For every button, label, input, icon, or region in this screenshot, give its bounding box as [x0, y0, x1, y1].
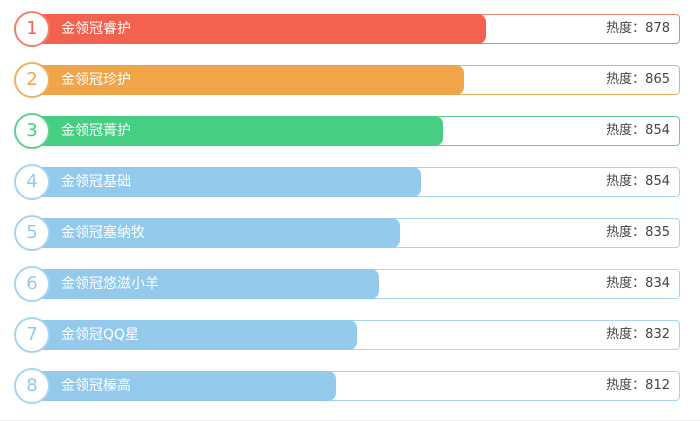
rank-row: 3 金领冠菁护 热度：854	[14, 113, 684, 151]
category-label: 金领冠悠滋小羊	[61, 276, 159, 292]
rank-badge: 1	[14, 11, 50, 47]
rank-row: 5 金领冠塞纳牧 热度：835	[14, 215, 684, 253]
heat-prefix: 热度：	[606, 378, 646, 393]
rank-badge: 3	[14, 113, 50, 149]
bar-fill	[32, 218, 400, 248]
bar-fill	[32, 371, 336, 401]
heat-value: 热度：832	[606, 317, 670, 353]
category-label: 金领冠QQ星	[61, 327, 140, 343]
category-label: 金领冠珍护	[61, 72, 131, 88]
category-label: 金领冠塞纳牧	[61, 225, 145, 241]
bar-fill	[32, 14, 486, 44]
category-label: 金领冠基础	[61, 174, 131, 190]
heat-number: 878	[645, 21, 670, 36]
rank-row: 6 金领冠悠滋小羊 热度：834	[14, 266, 684, 304]
rank-row: 4 金领冠基础 热度：854	[14, 164, 684, 202]
rank-badge: 4	[14, 164, 50, 200]
heat-number: 812	[645, 378, 670, 393]
heat-value: 热度：835	[606, 215, 670, 251]
bar-fill	[32, 269, 379, 299]
heat-number: 832	[645, 327, 670, 342]
heat-number: 854	[645, 123, 670, 138]
heat-number: 834	[645, 276, 670, 291]
bar-fill	[32, 116, 443, 146]
bar-fill	[32, 65, 464, 95]
rank-badge: 8	[14, 368, 50, 404]
heat-value: 热度：865	[606, 62, 670, 98]
heat-number: 835	[645, 225, 670, 240]
heat-prefix: 热度：	[606, 21, 646, 36]
heat-prefix: 热度：	[606, 174, 646, 189]
rank-badge: 7	[14, 317, 50, 353]
heat-number: 854	[645, 174, 670, 189]
heat-prefix: 热度：	[606, 123, 646, 138]
heat-value: 热度：878	[606, 11, 670, 47]
heat-prefix: 热度：	[606, 225, 646, 240]
heat-number: 865	[645, 72, 670, 87]
category-label: 金领冠睿护	[61, 21, 131, 37]
rank-row: 7 金领冠QQ星 热度：832	[14, 317, 684, 355]
rank-badge: 6	[14, 266, 50, 302]
rank-badge: 2	[14, 62, 50, 98]
heat-value: 热度：854	[606, 113, 670, 149]
heat-prefix: 热度：	[606, 276, 646, 291]
rank-row: 1 金领冠睿护 热度：878	[14, 11, 684, 49]
heat-prefix: 热度：	[606, 72, 646, 87]
heat-prefix: 热度：	[606, 327, 646, 342]
heat-value: 热度：854	[606, 164, 670, 200]
rank-row: 2 金领冠珍护 热度：865	[14, 62, 684, 100]
category-label: 金领冠菁护	[61, 123, 131, 139]
bar-fill	[32, 320, 357, 350]
rank-row: 8 金领冠榛高 热度：812	[14, 368, 684, 406]
category-label: 金领冠榛高	[61, 378, 131, 394]
bar-fill	[32, 167, 421, 197]
heat-value: 热度：812	[606, 368, 670, 404]
rank-badge: 5	[14, 215, 50, 251]
heat-value: 热度：834	[606, 266, 670, 302]
